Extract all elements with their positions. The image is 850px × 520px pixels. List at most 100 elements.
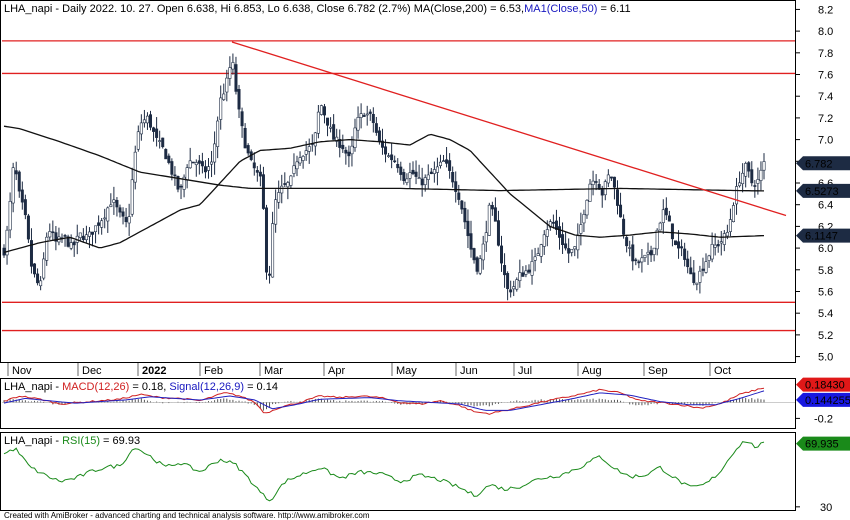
candle-body [188,160,192,169]
candle-body [744,163,748,177]
candle-body [216,120,220,147]
month-label: Jun [460,365,478,377]
candle-body [326,117,330,126]
month-label: Mar [264,365,283,377]
candle-body [530,261,534,276]
candle-body [271,223,275,278]
candle-body [54,232,58,242]
candle-body [728,219,732,232]
rsi-value-tag-label: 69.935 [805,439,839,451]
candle-body [750,169,754,184]
candle-body [371,114,375,124]
candle-body [515,279,519,290]
candle-body [692,272,696,283]
rsi-header: LHA_napi - RSI(15) = 69.93 [4,435,140,447]
candle-body [81,235,85,240]
price-tick-label: 7.8 [818,48,833,60]
candle-body [48,231,52,238]
candle-body [756,179,760,184]
candle-body [234,64,238,92]
macd-line [3,387,765,415]
candle-body [222,93,226,100]
candle-body [435,166,439,173]
month-label: Oct [714,365,731,377]
candle-body [384,146,388,155]
candle-body [115,199,119,208]
candle-body [11,167,15,204]
candle-body [127,216,131,224]
candle-body [509,289,513,293]
candle-body [646,251,650,255]
candle-body [466,220,470,237]
month-label: 2022 [142,365,166,377]
candle-body [23,199,27,216]
candle-body [237,89,241,110]
candle-body [615,189,619,206]
candle-body [94,225,98,232]
candle-body [225,77,229,93]
date-axis: Nov Dec 2022 Feb Mar Apr May Jun Jul Aug Sep Oct [7,362,731,377]
candle-body [487,204,491,236]
candle-body [667,215,671,222]
support-resistance-lines [2,40,795,332]
candle-body [762,161,766,171]
candle-body [338,138,342,148]
candle-body [182,176,186,190]
candle-body [347,151,351,157]
candle-body [686,258,690,268]
candle-body [408,172,412,179]
candle-body [463,207,467,223]
rsi-panel-frame [0,432,796,511]
candle-body [460,200,464,210]
candle-body [261,174,265,209]
candle-body [438,161,442,167]
candle-body [713,244,717,248]
candle-body [332,124,336,140]
candle-body [716,244,720,247]
candle-body [167,155,171,163]
candle-body [402,172,406,182]
candle-body [341,144,345,150]
candle-body [316,111,320,134]
candle-body [387,155,391,157]
candle-body [200,161,204,167]
price-tick-label: 5.6 [818,286,833,298]
candle-body [362,115,366,117]
candle-body [29,240,33,267]
candle-body [738,182,742,187]
candle-body [84,234,88,241]
candle-body [612,176,616,188]
candle-body [109,204,113,207]
candle-body [121,211,125,217]
candle-body [252,162,256,169]
signal-value-tag: 0.144255 [796,392,850,407]
candle-body [753,185,757,187]
ma50-value-tag: 6.1147 [796,228,850,243]
ma200-value-tag-label: 6.5273 [805,186,839,198]
candle-body [680,246,684,249]
candle-body [442,160,446,162]
candle-body [97,222,101,226]
candle-body [399,166,403,175]
price-tick-label: 6.0 [818,243,833,255]
candle-body [87,231,91,237]
candle-body [149,114,153,128]
indicator-axes: -0.2 30 [796,413,833,514]
price-tick-label: 7.0 [818,135,833,147]
candle-body [33,263,37,275]
candle-body [219,97,223,120]
candle-body [582,214,586,224]
candle-body [295,161,299,170]
candle-body [481,243,485,261]
candle-body [139,122,143,135]
candle-body [506,273,510,290]
candle-body [286,182,290,188]
candle-body [255,170,259,173]
candle-body [484,232,488,243]
candle-body [51,231,55,234]
candle-body [503,265,507,276]
candle-body [576,235,580,251]
candle-body [496,220,500,246]
candle-body [246,145,250,154]
close-value-tag-bg [796,156,850,171]
